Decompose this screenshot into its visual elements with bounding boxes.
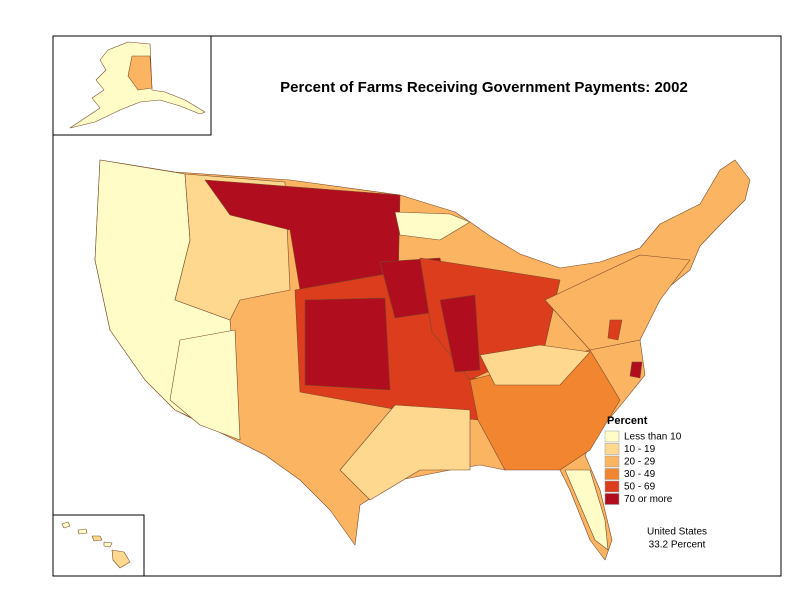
legend-label: 30 - 49 xyxy=(624,469,656,480)
note-line: United States xyxy=(647,527,707,538)
legend-swatch xyxy=(604,430,620,443)
legend-swatch xyxy=(604,468,620,480)
legend-label: 50 - 69 xyxy=(624,482,656,493)
map-title: Percent of Farms Receiving Government Pa… xyxy=(280,79,688,96)
legend-label: 20 - 29 xyxy=(624,457,656,468)
map-region xyxy=(77,528,88,535)
legend-swatch xyxy=(604,455,620,468)
legend-label: 10 - 19 xyxy=(624,444,656,455)
map-region xyxy=(394,211,471,241)
alaska xyxy=(69,41,206,129)
map-region xyxy=(439,294,481,373)
map-region xyxy=(91,535,103,542)
note-line: 33.2 Percent xyxy=(649,540,706,551)
map-region xyxy=(111,549,131,569)
legend-title: Percent xyxy=(607,415,648,427)
map-region xyxy=(61,521,71,529)
map-region xyxy=(607,319,623,341)
legend-label: Less than 10 xyxy=(624,432,682,443)
legend-swatch xyxy=(604,493,620,505)
map-region xyxy=(127,55,153,91)
legend-swatch xyxy=(604,443,620,455)
map-region xyxy=(544,254,691,351)
map-region xyxy=(103,541,113,548)
contiguous-us xyxy=(94,159,751,561)
map-region xyxy=(339,404,471,501)
hawaii xyxy=(61,521,131,569)
map-region xyxy=(564,469,609,551)
legend-label: 70 or more xyxy=(624,494,673,505)
legend-swatch xyxy=(604,480,620,493)
map-region xyxy=(479,344,591,386)
hawaii-inset xyxy=(52,514,145,577)
map-region xyxy=(629,361,643,379)
map-region xyxy=(169,329,241,441)
map-region xyxy=(304,297,391,391)
frame xyxy=(52,35,782,577)
